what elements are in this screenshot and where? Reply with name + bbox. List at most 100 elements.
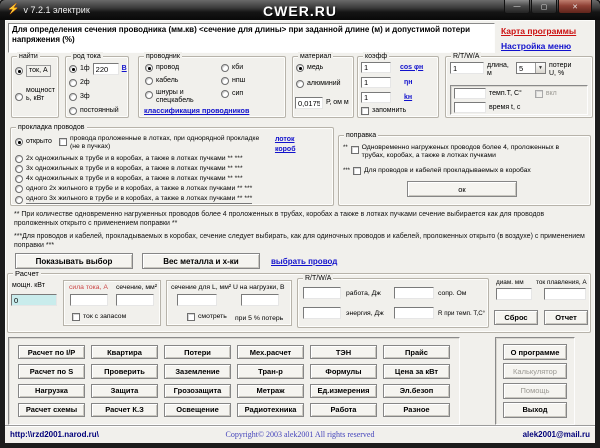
temp-on-checkbox[interactable] <box>534 89 543 98</box>
melt-current-input[interactable] <box>544 288 586 300</box>
duct-link[interactable]: короб <box>274 146 296 153</box>
menu-button-scheme-calc[interactable]: Расчет схемы <box>18 402 85 417</box>
remember-checkbox[interactable] <box>361 107 369 115</box>
radio-laying-2core[interactable] <box>15 155 23 163</box>
correction-label-1[interactable]: Одновременно нагруженых проводов более 4… <box>361 144 560 159</box>
radio-laying-2core-label[interactable]: 2х одножильных в трубе и в коробах, а та… <box>26 155 243 162</box>
menu-button-el-safety[interactable]: Эл.безоп <box>383 383 450 398</box>
radio-dc-label[interactable]: постоянный <box>80 107 119 114</box>
temp-input[interactable] <box>454 88 486 99</box>
email-link[interactable]: alek2001@mail.ru <box>522 430 590 439</box>
radio-phase3[interactable] <box>69 93 77 101</box>
radio-find-power-label[interactable]: мощность, кВт <box>26 87 55 102</box>
radio-laying-3core-label[interactable]: 3х одножильных в трубе и в коробах, а та… <box>26 165 243 172</box>
menu-button-short-circuit[interactable]: Расчет К.З <box>91 402 158 417</box>
radio-laying-one-3core[interactable] <box>15 195 23 204</box>
radio-laying-open[interactable] <box>15 138 23 146</box>
watch-label[interactable]: смотреть <box>198 313 227 320</box>
radio-wire-label[interactable]: провод <box>156 64 180 71</box>
menu-button-calc-s[interactable]: Расчет по S <box>18 364 85 379</box>
resist-input[interactable] <box>394 287 434 299</box>
exit-button[interactable]: Выход <box>503 401 567 418</box>
radio-laying-4core-label[interactable]: 4х одножильных в трубе и в коробах, а та… <box>26 175 243 182</box>
radio-copper-label[interactable]: медь <box>307 64 324 71</box>
radio-dc[interactable] <box>69 107 77 115</box>
radio-kbi[interactable] <box>221 64 229 72</box>
dropdown-icon[interactable]: ▼ <box>535 63 545 73</box>
section-result-input[interactable] <box>116 294 154 306</box>
radio-aluminum[interactable] <box>296 80 304 88</box>
menu-button-ten[interactable]: ТЭН <box>310 345 377 360</box>
report-button[interactable]: Отчет <box>544 310 588 325</box>
radio-kbi-label[interactable]: кби <box>232 64 244 71</box>
radio-sip[interactable] <box>221 90 229 98</box>
r-temp-input[interactable] <box>394 307 434 319</box>
reserve-label[interactable]: ток с запасом <box>83 313 127 320</box>
maximize-button[interactable]: ▢ <box>531 0 557 14</box>
minimize-button[interactable]: — <box>504 0 530 14</box>
radio-find-current-label[interactable]: ток, А <box>26 65 51 77</box>
radio-phase2-label[interactable]: 2ф <box>80 79 90 86</box>
radio-wire[interactable] <box>145 64 153 72</box>
radio-sip-label[interactable]: сип <box>232 90 244 97</box>
menu-button-radio[interactable]: Радиотехника <box>237 402 304 417</box>
watch-checkbox[interactable] <box>187 313 195 321</box>
loss-select[interactable]: 5 ▼ <box>516 62 546 74</box>
radio-npsh-label[interactable]: нпш <box>232 77 246 84</box>
menu-button-losses[interactable]: Потери <box>164 345 231 360</box>
tray-note-label[interactable]: провода проложенные в лотках, при одноря… <box>69 135 260 150</box>
menu-button-misc[interactable]: Разное <box>383 402 450 417</box>
time-input[interactable] <box>454 102 486 113</box>
length-input[interactable] <box>450 62 484 74</box>
remember-label[interactable]: запомнить <box>372 107 407 114</box>
radio-laying-4core[interactable] <box>15 175 23 183</box>
radio-cable[interactable] <box>145 77 153 85</box>
power-input[interactable] <box>11 294 57 306</box>
radio-aluminum-label[interactable]: алюминий <box>307 80 341 87</box>
reset-button[interactable]: Сброс <box>494 310 538 325</box>
radio-cords-label[interactable]: шнуры и спецкабель <box>156 89 194 104</box>
radio-cords[interactable] <box>145 91 153 99</box>
k-input[interactable] <box>361 92 391 103</box>
current-result-input[interactable] <box>70 294 108 306</box>
diameter-input[interactable] <box>496 288 532 300</box>
radio-cable-label[interactable]: кабель <box>156 77 179 84</box>
menu-button-lightning-protection[interactable]: Грозозащита <box>164 383 231 398</box>
correction-ok-button[interactable]: ок <box>407 181 517 197</box>
radio-laying-open-label[interactable]: открыто <box>26 138 52 145</box>
menu-button-work[interactable]: Работа <box>310 402 377 417</box>
menu-button-price[interactable]: Прайс <box>383 345 450 360</box>
menu-settings-link[interactable]: Настройка меню <box>501 41 572 51</box>
voltage-unit-link[interactable]: В <box>121 65 127 72</box>
cos-phi-input[interactable] <box>361 62 391 73</box>
menu-button-lighting[interactable]: Освещение <box>164 402 231 417</box>
voltage-input[interactable] <box>92 63 119 75</box>
radio-laying-one-2core-label[interactable]: одного 2х жильного в трубе и в коробах, … <box>26 185 253 192</box>
menu-button-calc-ip[interactable]: Расчет по I/P <box>18 345 85 360</box>
radio-find-current[interactable] <box>15 67 23 75</box>
menu-button-metrage[interactable]: Метраж <box>237 383 304 398</box>
about-button[interactable]: О программе <box>503 344 567 360</box>
menu-button-apartment[interactable]: Квартира <box>91 345 158 360</box>
show-choice-button[interactable]: Показывать выбор <box>15 253 133 269</box>
menu-button-transformer[interactable]: Тран-р <box>237 364 304 379</box>
eta-input[interactable] <box>361 77 391 88</box>
program-map-link[interactable]: Карта программы <box>501 26 577 36</box>
radio-copper[interactable] <box>296 64 304 72</box>
menu-button-formulas[interactable]: Формулы <box>310 364 377 379</box>
section-l-input[interactable] <box>177 294 217 306</box>
menu-button-units[interactable]: Ед.измерения <box>310 383 377 398</box>
work-input[interactable] <box>303 287 341 299</box>
conductor-classification-link[interactable]: классификация проводников <box>144 106 250 115</box>
website-link[interactable]: http:\\rzd2001.narod.ru\ <box>10 430 99 439</box>
menu-button-verify[interactable]: Проверить <box>91 364 158 379</box>
correction-checkbox-1[interactable] <box>350 146 359 154</box>
radio-laying-one-3core-label[interactable]: одного 3х жильного в трубе и в коробах, … <box>26 195 253 204</box>
help-button[interactable]: Помощь <box>503 382 567 399</box>
radio-phase1-label[interactable]: 1ф <box>80 65 90 72</box>
calculator-button[interactable]: Калькулятор <box>503 363 567 380</box>
menu-button-grounding[interactable]: Заземление <box>164 364 231 379</box>
tray-single-row-checkbox[interactable] <box>58 138 67 146</box>
resistivity-input[interactable] <box>295 97 323 109</box>
radio-phase1[interactable] <box>69 65 77 73</box>
